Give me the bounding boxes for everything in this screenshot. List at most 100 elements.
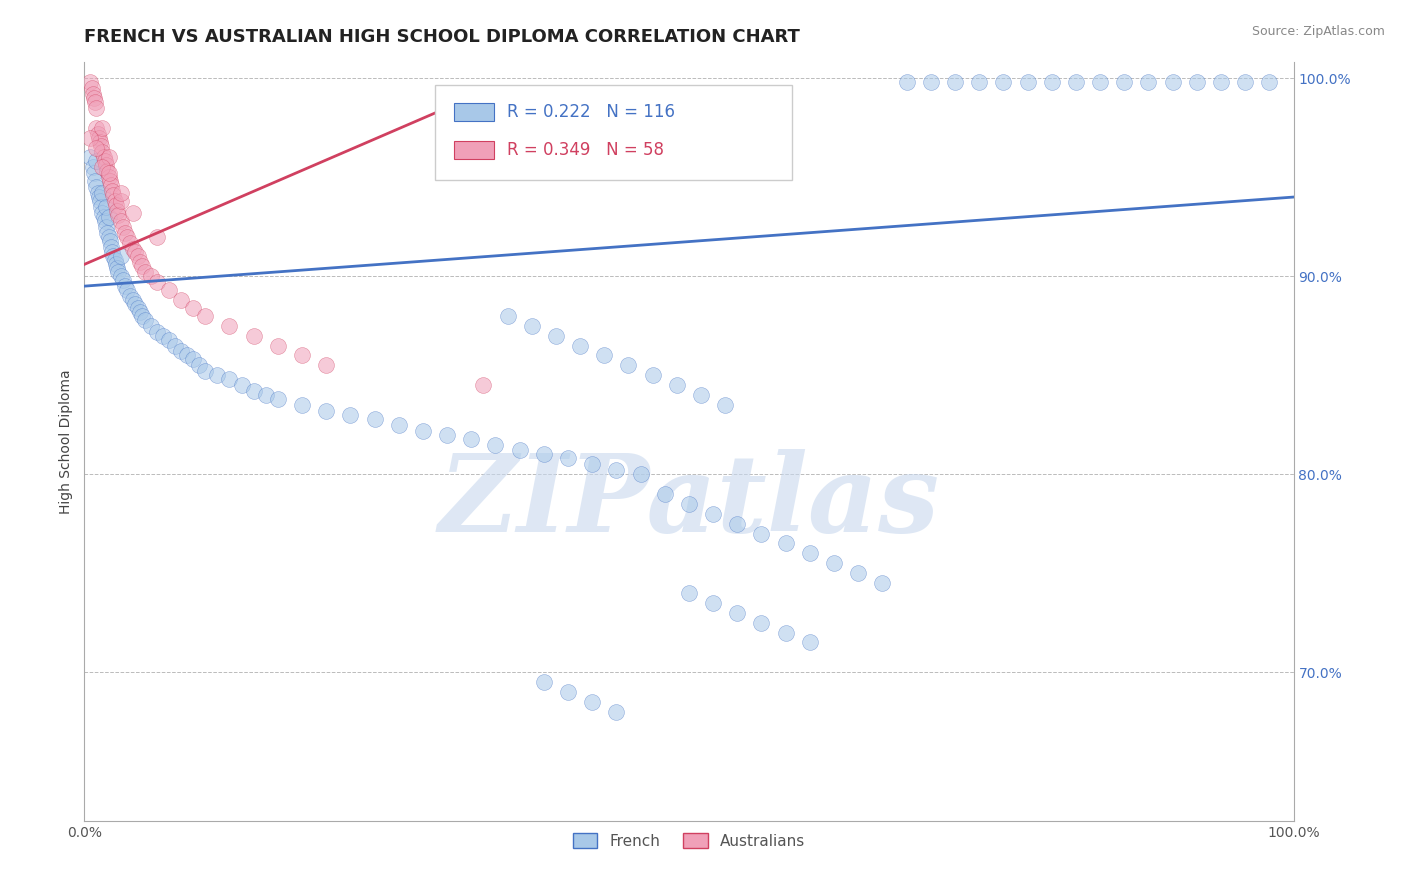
Point bbox=[139, 318, 162, 333]
Point bbox=[89, 194, 111, 208]
Point bbox=[194, 364, 217, 378]
Point bbox=[97, 229, 120, 244]
Point bbox=[1234, 75, 1257, 89]
Point bbox=[1017, 75, 1039, 89]
Point bbox=[93, 210, 115, 224]
Point bbox=[315, 359, 337, 373]
Point bbox=[127, 249, 149, 263]
Point bbox=[315, 404, 337, 418]
Point bbox=[93, 151, 115, 165]
Point bbox=[678, 497, 700, 511]
Point bbox=[121, 206, 143, 220]
Point bbox=[218, 318, 240, 333]
FancyBboxPatch shape bbox=[434, 85, 792, 180]
Point bbox=[242, 328, 264, 343]
Point bbox=[98, 234, 121, 248]
Point bbox=[101, 184, 124, 198]
Point bbox=[84, 174, 107, 188]
Point bbox=[165, 338, 187, 352]
Point bbox=[388, 417, 411, 432]
Point bbox=[91, 206, 114, 220]
Point bbox=[110, 214, 132, 228]
Point bbox=[114, 226, 136, 240]
Point bbox=[86, 120, 108, 135]
Point bbox=[267, 392, 290, 406]
Point bbox=[207, 368, 229, 383]
Point bbox=[254, 388, 277, 402]
Point bbox=[84, 95, 107, 109]
Point bbox=[533, 675, 555, 690]
Point bbox=[127, 301, 149, 315]
Point bbox=[79, 151, 101, 165]
Point bbox=[94, 158, 117, 172]
FancyBboxPatch shape bbox=[454, 103, 494, 120]
Point bbox=[82, 161, 104, 175]
Point bbox=[129, 305, 152, 319]
Point bbox=[94, 219, 117, 234]
Point bbox=[291, 348, 314, 362]
Point bbox=[181, 352, 204, 367]
Point bbox=[79, 75, 101, 89]
Point bbox=[107, 265, 129, 279]
Point bbox=[105, 203, 128, 218]
Point bbox=[121, 242, 143, 256]
Point bbox=[605, 463, 627, 477]
Point bbox=[87, 190, 110, 204]
Point bbox=[94, 214, 117, 228]
Point bbox=[557, 685, 579, 699]
Point bbox=[86, 127, 108, 141]
Point bbox=[112, 219, 135, 234]
Point bbox=[152, 328, 174, 343]
Point bbox=[94, 154, 117, 169]
Point bbox=[86, 101, 108, 115]
Point bbox=[91, 186, 114, 200]
Point bbox=[775, 625, 797, 640]
Point bbox=[157, 283, 180, 297]
Point bbox=[920, 75, 942, 89]
Point bbox=[363, 411, 385, 425]
Point bbox=[94, 200, 117, 214]
Point bbox=[823, 556, 845, 570]
Point bbox=[83, 91, 105, 105]
Point bbox=[131, 260, 153, 274]
Point bbox=[104, 253, 127, 268]
Point bbox=[91, 161, 114, 175]
Point bbox=[751, 615, 773, 630]
Point bbox=[242, 384, 264, 398]
Point bbox=[654, 487, 676, 501]
Point bbox=[339, 408, 361, 422]
Point bbox=[91, 120, 114, 135]
Point bbox=[96, 164, 118, 178]
FancyBboxPatch shape bbox=[454, 141, 494, 159]
Point bbox=[714, 398, 737, 412]
Point bbox=[1137, 75, 1160, 89]
Point bbox=[110, 186, 132, 200]
Point bbox=[124, 245, 146, 260]
Point bbox=[509, 443, 531, 458]
Point bbox=[97, 151, 120, 165]
Point bbox=[267, 338, 290, 352]
Point bbox=[146, 229, 169, 244]
Point bbox=[131, 309, 153, 323]
Point bbox=[1209, 75, 1232, 89]
Point bbox=[775, 536, 797, 550]
Point bbox=[134, 265, 156, 279]
Point bbox=[1040, 75, 1063, 89]
Point bbox=[993, 75, 1015, 89]
Point bbox=[641, 368, 664, 383]
Point bbox=[86, 180, 108, 194]
Point bbox=[86, 140, 108, 154]
Point bbox=[82, 87, 104, 102]
Point bbox=[846, 566, 869, 581]
Point bbox=[725, 606, 748, 620]
Text: R = 0.349   N = 58: R = 0.349 N = 58 bbox=[508, 141, 664, 159]
Point bbox=[96, 226, 118, 240]
Point bbox=[107, 208, 129, 222]
Point bbox=[170, 293, 193, 307]
Point bbox=[146, 275, 169, 289]
Point bbox=[472, 378, 495, 392]
Point bbox=[593, 348, 616, 362]
Text: Source: ZipAtlas.com: Source: ZipAtlas.com bbox=[1251, 25, 1385, 38]
Point bbox=[1161, 75, 1184, 89]
Point bbox=[581, 695, 603, 709]
